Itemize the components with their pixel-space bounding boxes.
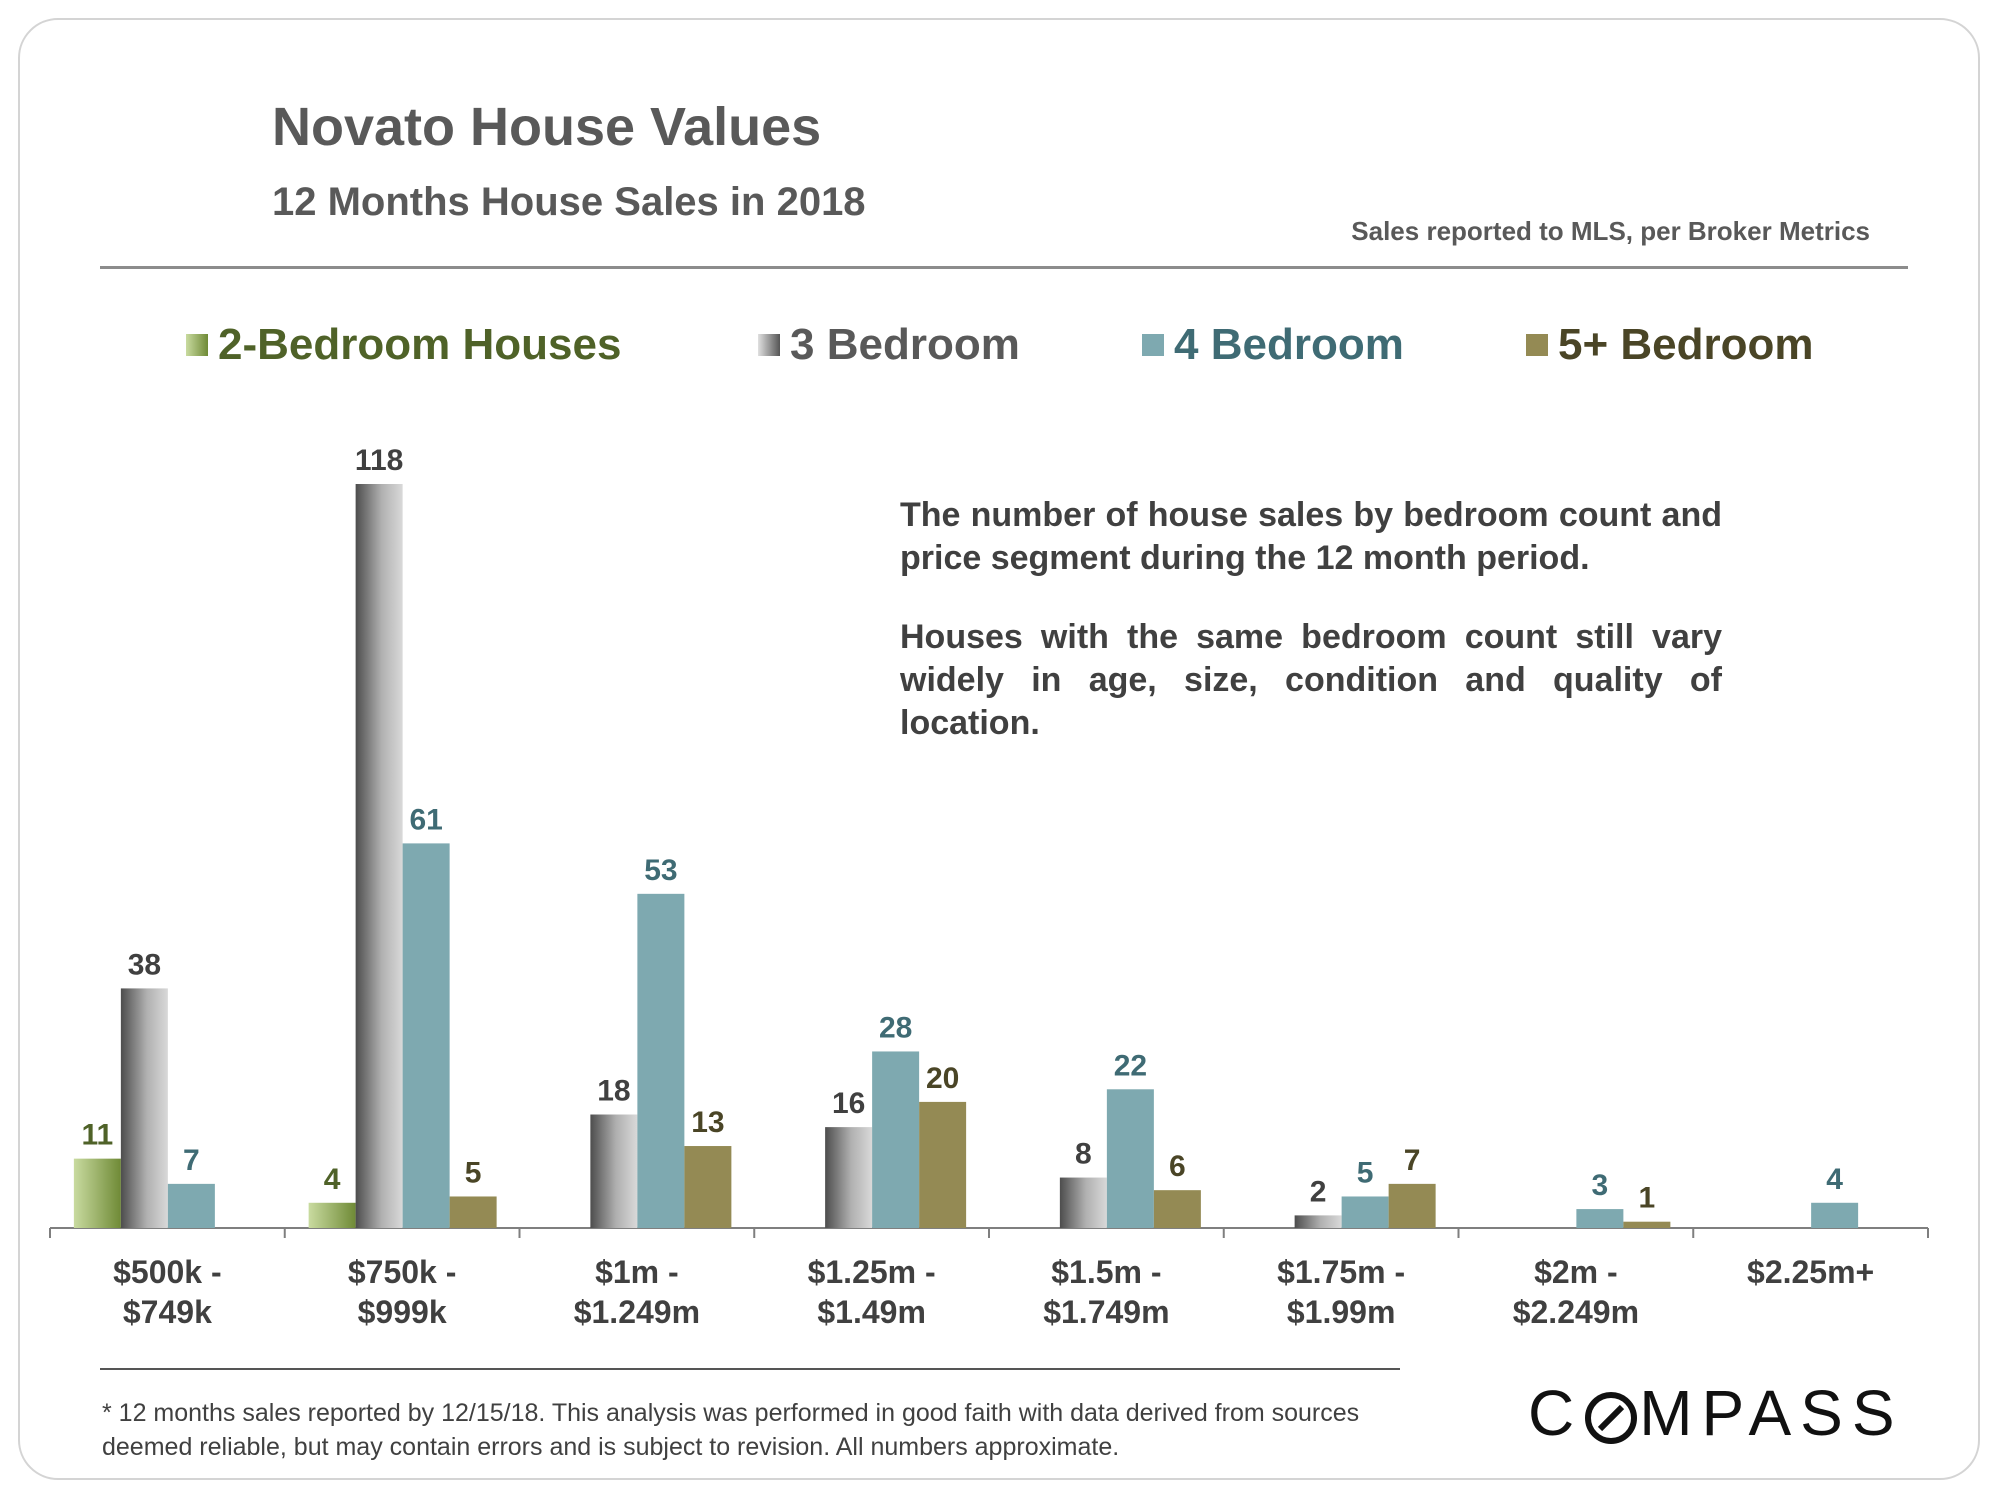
legend: 2-Bedroom Houses 3 Bedroom 4 Bedroom 5+ … [0,320,2000,380]
footer-divider [100,1368,1400,1370]
chart-subtitle: 12 Months House Sales in 2018 [272,180,866,224]
bar-3-bedroom-3 [590,1114,638,1228]
logo-text-start: C [1528,1377,1584,1449]
x-tick-label: $2.249m [1513,1294,1639,1330]
legend-swatch-5-bedroom [1526,334,1548,356]
chart-title: Novato House Values [272,97,822,157]
x-tick-label: $750k - [348,1254,457,1290]
data-label-4-bedroom-5: 22 [1114,1049,1147,1082]
data-label-5-bedroom-3: 13 [691,1106,724,1139]
bar-4-bedroom-1 [167,1183,215,1228]
bar-4-bedroom-5 [1106,1089,1154,1228]
footnote: * 12 months sales reported by 12/15/18. … [102,1399,1360,1461]
legend-label-5-bedroom: 5+ Bedroom [1558,320,1814,369]
data-label-4-bedroom-3: 53 [644,854,677,887]
data-label-3-bedroom-2: 118 [355,444,403,477]
x-tick-label: $1.5m - [1051,1254,1161,1290]
x-tick-label: $1.249m [574,1294,700,1330]
bar-4-bedroom-3 [637,893,685,1228]
legend-label-3-bedroom: 3 Bedroom [790,320,1020,369]
data-label-3-bedroom-4: 16 [832,1087,865,1120]
legend-item-5-bedroom: 5+ Bedroom [1526,320,1814,370]
bar-3-bedroom-2 [355,484,403,1228]
legend-swatch-2-bedroom [186,334,208,356]
bar-3-bedroom-1 [120,988,168,1228]
compass-logo: C MPASS [1528,1376,1904,1450]
data-label-3-bedroom-6: 2 [1310,1175,1327,1208]
data-label-4-bedroom-6: 5 [1357,1156,1374,1189]
data-label-4-bedroom-4: 28 [879,1011,912,1044]
legend-swatch-3-bedroom [758,334,780,356]
bar-4-bedroom-2 [402,843,450,1228]
x-tick-label: $1m - [595,1254,679,1290]
data-label-5-bedroom-5: 6 [1169,1150,1186,1183]
x-tick-label: $1.49m [817,1294,926,1330]
bar-2-bedroom-houses-2 [308,1202,356,1228]
bar-4-bedroom-4 [872,1051,920,1228]
legend-item-3-bedroom: 3 Bedroom [758,320,1020,370]
data-label-2-bedroom-houses-2: 4 [324,1163,341,1196]
description-paragraph-2: Houses with the same bedroom count still… [900,618,1722,742]
x-tick-label: $500k - [113,1254,222,1290]
x-tick-label: $1.99m [1287,1294,1396,1330]
logo-text-end: MPASS [1639,1377,1904,1449]
x-tick-label: $1.749m [1043,1294,1169,1330]
bar-5-bedroom-5 [1153,1190,1201,1228]
data-label-3-bedroom-5: 8 [1075,1138,1092,1171]
bar-5-bedroom-7 [1623,1221,1671,1228]
slide-frame [18,18,1980,1480]
data-label-4-bedroom-7: 3 [1592,1169,1609,1202]
x-tick-label: $749k [123,1294,212,1330]
data-label-5-bedroom-2: 5 [465,1156,482,1189]
bar-2-bedroom-houses-1 [73,1158,121,1228]
data-label-4-bedroom-8: 4 [1826,1163,1843,1196]
x-tick-label: $2.25m+ [1747,1254,1874,1290]
data-label-3-bedroom-1: 38 [128,948,161,981]
data-label-3-bedroom-3: 18 [597,1075,630,1108]
x-tick-label: $1.75m - [1277,1254,1405,1290]
data-label-5-bedroom-7: 1 [1639,1182,1656,1215]
header-divider [100,266,1908,269]
x-tick-label: $2m - [1534,1254,1618,1290]
legend-label-4-bedroom: 4 Bedroom [1174,320,1404,369]
bar-5-bedroom-6 [1388,1183,1436,1228]
data-label-5-bedroom-4: 20 [926,1062,959,1095]
source-note: Sales reported to MLS, per Broker Metric… [1351,216,1870,246]
data-label-2-bedroom-houses-1: 11 [82,1119,114,1152]
compass-o-icon [1585,1392,1638,1445]
bar-4-bedroom-6 [1341,1196,1389,1228]
bar-3-bedroom-6 [1294,1215,1342,1228]
x-tick-label: $1.25m - [808,1254,936,1290]
bar-4-bedroom-8 [1811,1202,1859,1228]
data-label-4-bedroom-1: 7 [183,1144,200,1177]
legend-label-2-bedroom: 2-Bedroom Houses [218,320,622,369]
bar-5-bedroom-4 [919,1101,967,1228]
description-paragraph-1: The number of house sales by bedroom cou… [900,496,1722,577]
bar-3-bedroom-5 [1059,1177,1107,1228]
bar-4-bedroom-7 [1576,1209,1624,1228]
data-label-5-bedroom-6: 7 [1404,1144,1421,1177]
data-label-4-bedroom-2: 61 [409,803,442,836]
bar-3-bedroom-4 [825,1127,873,1228]
legend-item-2-bedroom: 2-Bedroom Houses [186,320,621,370]
legend-swatch-4-bedroom [1142,334,1164,356]
bar-5-bedroom-3 [684,1146,732,1228]
bar-5-bedroom-2 [449,1196,497,1228]
legend-item-4-bedroom: 4 Bedroom [1142,320,1404,370]
x-tick-label: $999k [358,1294,447,1330]
